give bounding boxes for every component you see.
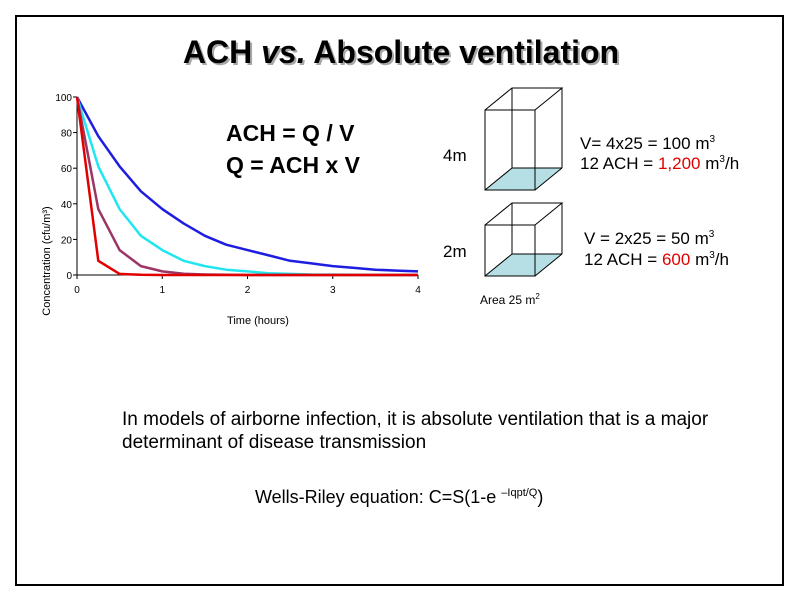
x-axis-label: Time (hours)	[227, 315, 289, 327]
title-part-3: Absolute ventilation	[305, 34, 620, 70]
x-tick-label: 3	[330, 285, 336, 296]
y-axis-label: Concentration (cfu/m³)	[41, 206, 53, 315]
room-short-ach-suffix: /h	[714, 250, 729, 269]
room-tall-ach: 12 ACH = 1,200 m3/h	[580, 154, 739, 174]
room-tall-ach-suffix: /h	[724, 154, 740, 173]
chart-lines	[75, 96, 419, 277]
wells-riley-equation: Wells-Riley equation: C=S(1-e –Iqpt/Q)	[255, 487, 543, 508]
area-label: Area 25 m2	[480, 292, 540, 308]
room-tall-ach-prefix: 12 ACH =	[580, 154, 658, 173]
room-short-height-label: 2m	[443, 242, 467, 261]
room-tall-volume: V= 4x25 = 100 m3	[580, 134, 715, 154]
room-tall-volume-text: V= 4x25 = 100 m	[580, 134, 710, 153]
y-tick-label: 100	[55, 93, 72, 104]
decay-chart: 0 20 40 60 80 100 0 1 2 3 4 Time (hours) Concentra…	[41, 93, 421, 327]
room-short-floor	[485, 254, 562, 276]
room-short-volume-sup: 3	[708, 229, 715, 240]
y-tick-label: 60	[61, 164, 73, 175]
y-tick-label: 80	[61, 129, 73, 140]
room-short-volume: V = 2x25 = 50 m3	[584, 229, 714, 249]
room-tall-ach-sup: 3	[719, 154, 725, 165]
y-tick-label: 20	[61, 235, 73, 246]
room-short-ach-value: 600	[661, 250, 691, 269]
wells-prefix: Wells-Riley equation: C=S(1-e	[255, 487, 502, 507]
area-label-sup: 2	[535, 292, 540, 301]
body-paragraph: In models of airborne infection, it is a…	[122, 409, 709, 453]
room-short-ach-prefix: 12 ACH =	[584, 250, 662, 269]
series-line-4	[75, 96, 418, 277]
wells-exponent: –Iqpt/Q	[501, 487, 538, 499]
room-tall-height-label: 4m	[443, 146, 467, 165]
slide-title: ACH vs. Absolute ventilation	[0, 34, 802, 71]
room-short-ach: 12 ACH = 600 m3/h	[584, 250, 729, 270]
x-tick-label: 1	[159, 285, 165, 296]
title-part-1: ACH	[182, 34, 262, 70]
room-short-volume-text: V = 2x25 = 50 m	[584, 229, 709, 248]
room-tall-ach-value: 1,200	[657, 154, 701, 173]
room-short-ach-sup: 3	[709, 250, 715, 261]
chart-tick-labels: 0 20 40 60 80 100 0 1 2 3 4	[55, 93, 421, 296]
area-label-text: Area 25 m	[480, 293, 536, 307]
room-tall-volume-sup: 3	[709, 134, 716, 145]
room-tall-ach-unit: m	[700, 154, 720, 173]
x-tick-label: 4	[415, 285, 421, 296]
y-tick-label: 40	[61, 200, 73, 211]
x-tick-label: 2	[245, 285, 251, 296]
wells-suffix: )	[537, 487, 544, 507]
room-tall-box	[484, 87, 564, 191]
y-tick-label: 0	[66, 271, 72, 282]
series-line-1	[75, 96, 419, 273]
room-short-box	[484, 202, 564, 277]
slide-frame	[15, 15, 784, 586]
room-short-ach-unit: m	[690, 250, 710, 269]
formula-q: Q = ACH x V	[226, 152, 360, 178]
x-tick-label: 0	[74, 285, 80, 296]
formula-ach: ACH = Q / V	[226, 120, 355, 146]
title-part-vs: vs.	[261, 34, 306, 70]
room-tall-floor	[485, 168, 562, 190]
